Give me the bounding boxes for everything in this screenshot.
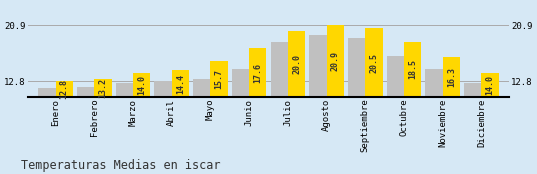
Bar (348, 38, 365, 170)
Bar (387, 56, 404, 170)
Bar (95, 78, 112, 170)
Text: 16.3: 16.3 (447, 67, 456, 87)
Bar (211, 61, 228, 170)
Bar (249, 48, 266, 170)
Bar (464, 83, 482, 170)
Bar (309, 35, 326, 170)
Text: 20.5: 20.5 (369, 53, 379, 73)
Text: 18.5: 18.5 (408, 60, 417, 80)
Text: 15.7: 15.7 (215, 69, 223, 89)
Bar (482, 73, 499, 170)
Bar (155, 81, 172, 170)
Text: 20.0: 20.0 (292, 54, 301, 74)
Text: 12.8: 12.8 (60, 79, 69, 99)
Bar (38, 88, 55, 170)
Bar (326, 25, 344, 170)
Bar (133, 73, 150, 170)
Bar (172, 70, 189, 170)
Bar (55, 81, 73, 170)
Text: 14.0: 14.0 (485, 75, 495, 95)
Bar (404, 42, 422, 170)
Bar (442, 57, 460, 170)
Bar (193, 78, 211, 170)
Bar (365, 28, 382, 170)
Text: 13.2: 13.2 (98, 78, 107, 98)
Bar (425, 69, 442, 170)
Text: 20.9: 20.9 (331, 51, 340, 71)
Bar (288, 31, 305, 170)
Text: 14.4: 14.4 (176, 74, 185, 94)
Bar (271, 42, 288, 170)
Text: Temperaturas Medias en iscar: Temperaturas Medias en iscar (21, 159, 221, 172)
Bar (77, 87, 95, 170)
Bar (232, 69, 249, 170)
Text: 17.6: 17.6 (253, 63, 262, 83)
Text: 14.0: 14.0 (137, 75, 146, 95)
Bar (115, 83, 133, 170)
